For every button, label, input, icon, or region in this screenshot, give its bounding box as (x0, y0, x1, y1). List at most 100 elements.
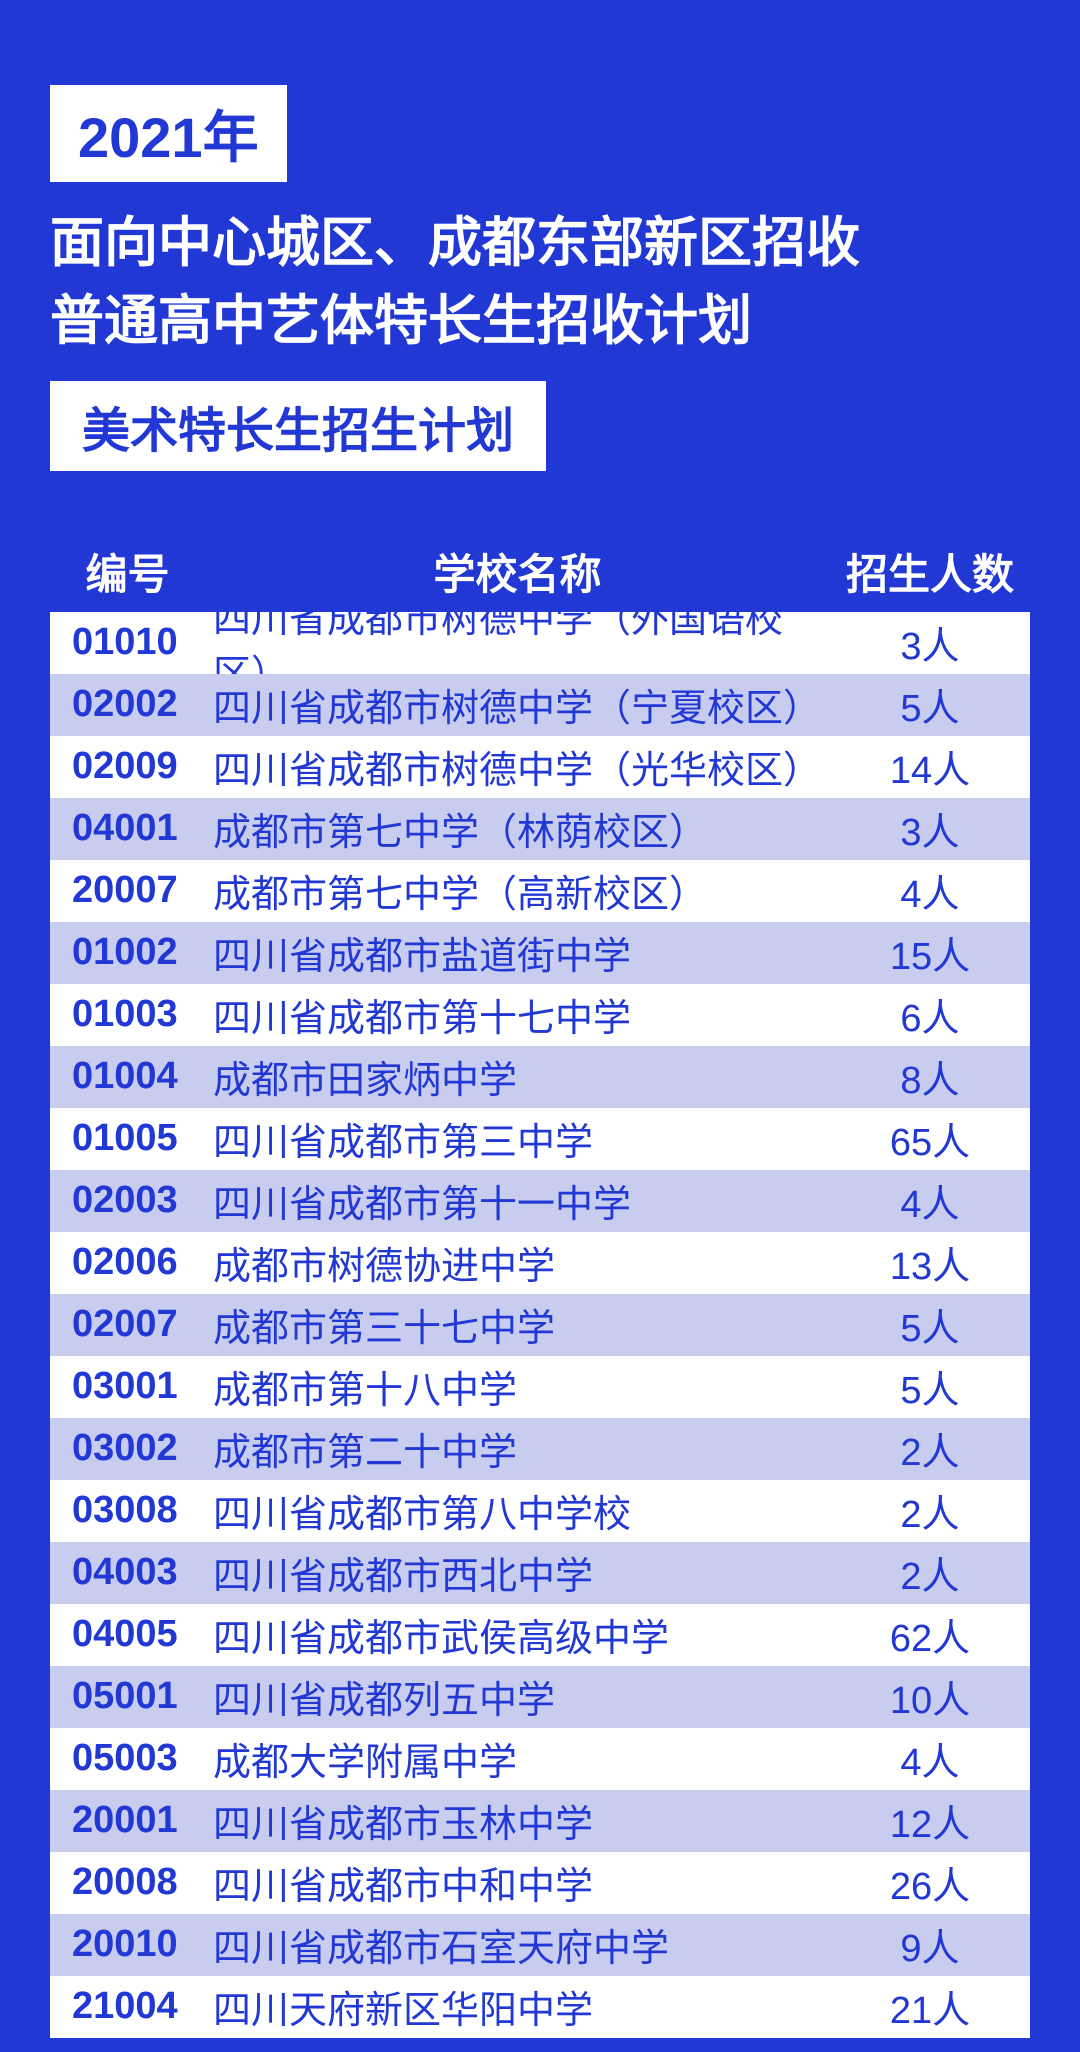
row-id: 03001 (50, 1365, 205, 1408)
row-school-name: 四川省成都市第十一中学 (205, 1173, 830, 1228)
row-school-name: 四川省成都市第三中学 (205, 1111, 830, 1166)
row-school-name: 四川省成都市武侯高级中学 (205, 1607, 830, 1662)
row-school-name: 成都市第三十七中学 (205, 1297, 830, 1352)
table-row: 01005四川省成都市第三中学65人 (50, 1108, 1030, 1170)
row-count: 12人 (830, 1793, 1030, 1848)
row-count: 5人 (830, 677, 1030, 732)
row-count: 26人 (830, 1855, 1030, 1910)
table-row: 02009四川省成都市树德中学（光华校区）14人 (50, 736, 1030, 798)
row-count: 4人 (830, 1731, 1030, 1786)
row-id: 05001 (50, 1675, 205, 1718)
table-row: 01010四川省成都市树德中学（外国语校区）3人 (50, 612, 1030, 674)
table-row: 01002四川省成都市盐道街中学15人 (50, 922, 1030, 984)
row-count: 21人 (830, 1979, 1030, 2034)
row-id: 20007 (50, 869, 205, 912)
row-count: 9人 (830, 1917, 1030, 1972)
table-row: 05003成都大学附属中学4人 (50, 1728, 1030, 1790)
table-row: 21004四川天府新区华阳中学21人 (50, 1976, 1030, 2038)
sub-badge: 美术特长生招生计划 (50, 381, 546, 471)
row-id: 04005 (50, 1613, 205, 1656)
row-id: 04003 (50, 1551, 205, 1594)
row-school-name: 成都市第七中学（林荫校区） (205, 801, 830, 856)
row-school-name: 成都市树德协进中学 (205, 1235, 830, 1290)
table-row: 01004成都市田家炳中学8人 (50, 1046, 1030, 1108)
col-header-id: 编号 (50, 541, 205, 602)
row-count: 3人 (830, 615, 1030, 670)
table-row: 02006成都市树德协进中学13人 (50, 1232, 1030, 1294)
row-school-name: 成都市第七中学（高新校区） (205, 863, 830, 918)
row-school-name: 成都市第二十中学 (205, 1421, 830, 1476)
title-line-2: 普通高中艺体特长生招收计划 (50, 282, 1030, 360)
row-id: 01002 (50, 931, 205, 974)
row-id: 20001 (50, 1799, 205, 1842)
table-row: 20007成都市第七中学（高新校区）4人 (50, 860, 1030, 922)
table-row: 03002成都市第二十中学2人 (50, 1418, 1030, 1480)
row-id: 03002 (50, 1427, 205, 1470)
table-row: 20001四川省成都市玉林中学12人 (50, 1790, 1030, 1852)
row-count: 10人 (830, 1669, 1030, 1724)
row-id: 02007 (50, 1303, 205, 1346)
row-id: 21004 (50, 1985, 205, 2028)
row-id: 02002 (50, 683, 205, 726)
table-row: 02002四川省成都市树德中学（宁夏校区）5人 (50, 674, 1030, 736)
row-school-name: 四川天府新区华阳中学 (205, 1979, 830, 2034)
row-school-name: 四川省成都市树德中学（光华校区） (205, 739, 830, 794)
row-count: 2人 (830, 1421, 1030, 1476)
table-row: 05001四川省成都列五中学10人 (50, 1666, 1030, 1728)
row-school-name: 成都市田家炳中学 (205, 1049, 830, 1104)
table-body: 01010四川省成都市树德中学（外国语校区）3人02002四川省成都市树德中学（… (50, 612, 1030, 2038)
row-id: 05003 (50, 1737, 205, 1780)
row-count: 62人 (830, 1607, 1030, 1662)
title-line-1: 面向中心城区、成都东部新区招收 (50, 204, 1030, 282)
row-school-name: 四川省成都市西北中学 (205, 1545, 830, 1600)
col-header-count: 招生人数 (830, 541, 1030, 602)
table-row: 04005四川省成都市武侯高级中学62人 (50, 1604, 1030, 1666)
table-row: 03001成都市第十八中学5人 (50, 1356, 1030, 1418)
row-id: 04001 (50, 807, 205, 850)
table-row: 03008四川省成都市第八中学校2人 (50, 1480, 1030, 1542)
row-school-name: 成都大学附属中学 (205, 1731, 830, 1786)
row-id: 03008 (50, 1489, 205, 1532)
year-badge: 2021年 (50, 85, 287, 182)
row-count: 14人 (830, 739, 1030, 794)
row-id: 20008 (50, 1861, 205, 1904)
table-row: 02007成都市第三十七中学5人 (50, 1294, 1030, 1356)
table-row: 01003四川省成都市第十七中学6人 (50, 984, 1030, 1046)
row-count: 65人 (830, 1111, 1030, 1166)
row-count: 5人 (830, 1359, 1030, 1414)
table-row: 04003四川省成都市西北中学2人 (50, 1542, 1030, 1604)
row-id: 20010 (50, 1923, 205, 1966)
table-row: 20008四川省成都市中和中学26人 (50, 1852, 1030, 1914)
row-school-name: 四川省成都市第八中学校 (205, 1483, 830, 1538)
row-school-name: 成都市第十八中学 (205, 1359, 830, 1414)
table-row: 02003四川省成都市第十一中学4人 (50, 1170, 1030, 1232)
row-count: 6人 (830, 987, 1030, 1042)
page-container: 2021年 面向中心城区、成都东部新区招收 普通高中艺体特长生招收计划 美术特长… (0, 0, 1080, 2038)
row-id: 01004 (50, 1055, 205, 1098)
row-id: 02006 (50, 1241, 205, 1284)
main-title: 面向中心城区、成都东部新区招收 普通高中艺体特长生招收计划 (50, 204, 1030, 361)
row-count: 15人 (830, 925, 1030, 980)
row-school-name: 四川省成都市盐道街中学 (205, 925, 830, 980)
row-school-name: 四川省成都市中和中学 (205, 1855, 830, 1910)
enrollment-table: 编号 学校名称 招生人数 01010四川省成都市树德中学（外国语校区）3人020… (50, 531, 1030, 2038)
row-count: 4人 (830, 1173, 1030, 1228)
row-count: 4人 (830, 863, 1030, 918)
row-school-name: 四川省成都市石室天府中学 (205, 1917, 830, 1972)
table-row: 04001成都市第七中学（林荫校区）3人 (50, 798, 1030, 860)
row-count: 3人 (830, 801, 1030, 856)
row-school-name: 四川省成都市第十七中学 (205, 987, 830, 1042)
row-school-name: 四川省成都市玉林中学 (205, 1793, 830, 1848)
row-count: 2人 (830, 1483, 1030, 1538)
row-count: 2人 (830, 1545, 1030, 1600)
row-school-name: 四川省成都列五中学 (205, 1669, 830, 1724)
row-count: 13人 (830, 1235, 1030, 1290)
row-count: 8人 (830, 1049, 1030, 1104)
row-school-name: 四川省成都市树德中学（宁夏校区） (205, 677, 830, 732)
row-count: 5人 (830, 1297, 1030, 1352)
row-id: 01003 (50, 993, 205, 1036)
table-row: 20010四川省成都市石室天府中学9人 (50, 1914, 1030, 1976)
row-id: 02009 (50, 745, 205, 788)
row-id: 01010 (50, 621, 205, 664)
row-id: 01005 (50, 1117, 205, 1160)
